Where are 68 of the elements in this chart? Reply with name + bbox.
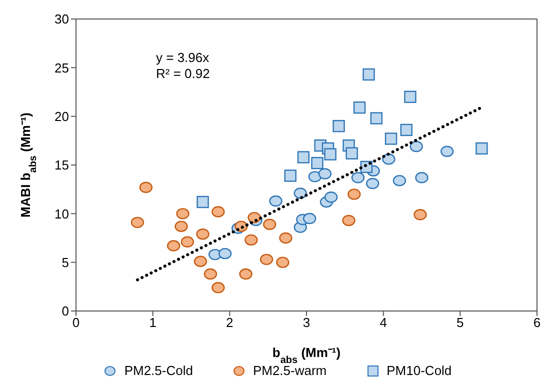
point <box>348 188 361 200</box>
annotation: R² = 0.92 <box>156 66 210 82</box>
y-tick-label: 30 <box>54 12 69 27</box>
point <box>382 154 396 165</box>
point <box>180 236 194 248</box>
x-tick-label: 4 <box>380 315 387 330</box>
y-tick-label: 0 <box>62 304 69 319</box>
y-tick-label: 5 <box>62 254 69 270</box>
y-tick-label: 15 <box>54 158 69 173</box>
point <box>370 112 383 124</box>
point <box>362 68 375 81</box>
point <box>239 268 252 280</box>
point <box>212 206 225 218</box>
point <box>284 170 296 182</box>
point <box>276 256 290 268</box>
point <box>174 220 188 232</box>
point <box>196 196 209 208</box>
point <box>410 140 423 152</box>
x-tick-label: 1 <box>149 315 156 330</box>
point <box>196 228 210 240</box>
x-tick-label: 2 <box>226 315 234 330</box>
x-tick-label: 3 <box>302 315 310 330</box>
point <box>218 248 232 260</box>
point <box>414 209 427 220</box>
point <box>415 172 428 184</box>
point <box>404 90 416 103</box>
point <box>351 172 365 184</box>
point <box>353 101 366 114</box>
point <box>318 168 332 180</box>
point <box>440 146 454 157</box>
legend-label: PM2.5-warm <box>252 363 327 378</box>
point <box>308 171 322 182</box>
x-axis-title: b$_{abs}$ (Mm⁻¹) <box>272 345 341 366</box>
point <box>279 232 292 244</box>
point <box>297 151 310 164</box>
point <box>342 214 356 226</box>
point <box>244 234 258 246</box>
x-tick-label: 0 <box>72 315 80 330</box>
point <box>294 188 307 199</box>
point <box>311 156 324 170</box>
legend-label: PM2.5-Cold <box>124 363 193 378</box>
point <box>324 192 338 203</box>
point <box>176 208 190 220</box>
y-tick-label: 10 <box>54 206 69 222</box>
point <box>260 254 274 266</box>
point <box>269 195 282 207</box>
point <box>302 212 316 224</box>
point <box>384 132 398 145</box>
x-tick-label: 6 <box>533 315 541 330</box>
y-tick-label: 25 <box>54 60 69 76</box>
point <box>366 178 380 190</box>
point <box>392 174 406 186</box>
point <box>400 124 412 136</box>
point <box>476 142 488 155</box>
point <box>212 282 225 294</box>
legend-label: PM10-Cold <box>386 363 452 378</box>
point <box>194 256 208 267</box>
point <box>263 218 276 230</box>
point <box>166 240 180 252</box>
point <box>332 120 345 132</box>
point <box>324 148 336 160</box>
x-tick-label: 5 <box>456 315 464 330</box>
annotation: y = 3.96x <box>156 50 210 66</box>
y-tick-label: 20 <box>54 108 69 124</box>
point <box>346 147 358 160</box>
point <box>204 268 218 280</box>
point <box>139 182 153 193</box>
point <box>130 216 144 228</box>
